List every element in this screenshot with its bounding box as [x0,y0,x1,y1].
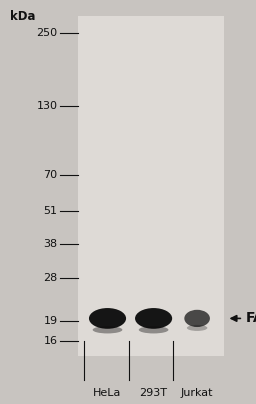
Ellipse shape [89,308,126,329]
Text: 70: 70 [44,170,58,180]
Text: Jurkat: Jurkat [181,388,213,398]
Ellipse shape [135,308,172,329]
Text: 16: 16 [44,336,58,345]
Text: 250: 250 [36,28,58,38]
Text: 28: 28 [43,273,58,283]
Text: 293T: 293T [140,388,168,398]
Text: 51: 51 [44,206,58,216]
Text: HeLa: HeLa [93,388,122,398]
Ellipse shape [93,326,122,333]
Text: 38: 38 [44,239,58,249]
Text: 130: 130 [37,101,58,111]
Text: 19: 19 [44,316,58,326]
Ellipse shape [139,326,168,333]
Bar [78,16,224,356]
Text: FAIM: FAIM [246,311,256,325]
Text: kDa: kDa [10,10,36,23]
Ellipse shape [187,325,207,331]
Ellipse shape [184,310,210,327]
